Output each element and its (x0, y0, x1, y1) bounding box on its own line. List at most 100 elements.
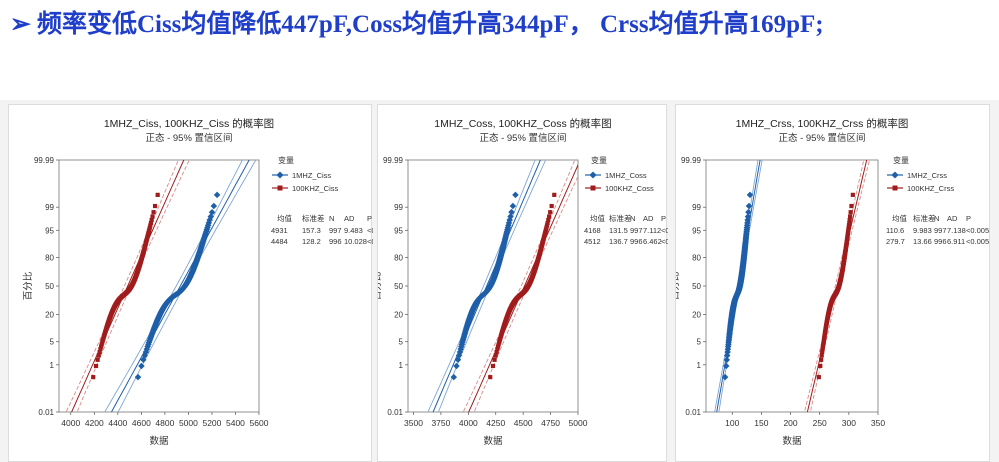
x-tick-label: 4000 (61, 418, 80, 428)
x-tick-label: 5600 (250, 418, 269, 428)
data-point (848, 210, 853, 215)
stats-cell: 996 (630, 237, 643, 246)
data-point (138, 362, 145, 370)
stats-cell: <0.005 (661, 237, 668, 246)
data-point (134, 373, 142, 381)
legend-title: 变量 (591, 155, 607, 165)
legend-label: 1MHZ_Ciss (292, 171, 331, 180)
data-point (495, 346, 500, 352)
stats-header: P (661, 214, 666, 223)
headline-text: 频率变低Ciss均值降低447pF,Coss均值升高344pF， Crss均值升… (36, 11, 824, 38)
data-point (490, 363, 496, 369)
data-point (494, 349, 499, 355)
y-tick-label: 5 (399, 338, 404, 347)
x-tick-label: 4200 (85, 418, 104, 428)
y-axis-label: 百分比 (22, 272, 34, 301)
y-tick-label: 1 (399, 361, 404, 370)
x-axis-label: 数据 (782, 435, 802, 447)
data-point (149, 217, 154, 223)
stats-cell: 997 (329, 226, 342, 235)
stats-cell: 996 (934, 237, 947, 246)
x-tick-label: 4400 (108, 418, 127, 428)
stats-cell: 131.5 (609, 226, 628, 235)
stats-cell: <0.005 (966, 226, 989, 235)
x-tick-label: 4600 (132, 418, 151, 428)
data-point (544, 223, 550, 228)
stats-header: N (329, 214, 334, 223)
y-tick-label: 99.99 (681, 156, 702, 165)
y-tick-label: 99 (45, 203, 54, 212)
stats-cell: 128.2 (302, 237, 321, 246)
stats-header: AD (344, 214, 355, 223)
y-tick-label: 95 (394, 226, 403, 235)
data-point (155, 192, 160, 197)
legend-marker-square (277, 185, 283, 191)
probability-plot-coss: 1MHZ_Coss, 100KHZ_Coss 的概率图 正态 - 95% 置信区间… (377, 104, 668, 462)
y-tick-label: 50 (394, 282, 403, 291)
legend-label: 100KHZ_Ciss (292, 184, 339, 193)
legend-marker-square (590, 185, 596, 191)
stats-header: N (934, 214, 939, 223)
data-point (549, 203, 554, 209)
data-point (208, 208, 216, 216)
data-point (210, 202, 218, 210)
x-tick-label: 3500 (404, 418, 423, 428)
y-tick-label: 95 (692, 226, 701, 235)
x-axis-label: 数据 (149, 435, 169, 447)
data-point (846, 225, 851, 230)
stats-header: 均值 (590, 213, 605, 223)
data-point (819, 353, 824, 358)
slide-header: ➢ 频率变低Ciss均值降低447pF,Coss均值升高344pF， Crss均值… (0, 0, 999, 100)
y-tick-label: 80 (394, 253, 403, 262)
confidence-band (104, 160, 243, 412)
data-point (746, 191, 754, 199)
legend-label: 1MHZ_Coss (605, 171, 647, 180)
fit-line (110, 160, 250, 412)
data-point (818, 363, 823, 369)
y-tick-label: 20 (394, 311, 403, 320)
stats-cell: <0.005 (367, 226, 373, 235)
plot-area (427, 160, 578, 412)
stats-header: N (630, 214, 635, 223)
stats-cell: 997 (934, 226, 947, 235)
stats-cell: 4168 (584, 226, 601, 235)
chart-title: 1MHZ_Coss, 100KHZ_Coss 的概率图 (434, 117, 611, 130)
x-tick-label: 5000 (569, 418, 588, 428)
data-point (492, 357, 497, 362)
fit-line (432, 160, 541, 412)
stats-cell: 7.112 (643, 226, 661, 235)
y-tick-label: 0.01 (38, 408, 54, 417)
y-axis-label: 百分比 (676, 272, 681, 301)
y-tick-label: 99.99 (34, 156, 55, 165)
data-point (847, 220, 852, 226)
y-tick-label: 20 (45, 311, 54, 320)
stats-header: 标准差 (913, 213, 936, 223)
stats-cell: <0.005 (367, 237, 373, 246)
stats-cell: 110.6 (886, 226, 904, 235)
y-tick-label: 99 (394, 203, 403, 212)
data-point (552, 192, 557, 197)
y-tick-label: 80 (692, 253, 701, 262)
legend: 变量 1MHZ_Crss 100KHZ_Crss (887, 155, 954, 193)
x-tick-label: 4000 (459, 418, 478, 428)
data-point (548, 210, 553, 215)
data-point (148, 223, 153, 228)
x-tick-label: 4750 (541, 418, 560, 428)
stats-cell: 157.3 (302, 226, 321, 235)
y-tick-label: 20 (692, 311, 701, 320)
data-point (848, 214, 853, 219)
fit-line (468, 163, 578, 412)
legend-label: 100KHZ_Coss (605, 184, 654, 193)
x-tick-label: 4800 (155, 418, 174, 428)
stats-cell: 10.028 (344, 237, 367, 246)
stats-header: 均值 (892, 213, 907, 223)
legend-title: 变量 (893, 155, 909, 165)
legend-label: 1MHZ_Crss (907, 171, 947, 180)
chart-subtitle: 正态 - 95% 置信区间 (145, 132, 232, 144)
stats-cell: 4484 (271, 237, 288, 246)
y-axis-label: 百分比 (378, 272, 383, 301)
y-tick-label: 1 (697, 361, 702, 370)
stats-cell: 4931 (271, 226, 288, 235)
legend-marker-diamond (589, 171, 597, 179)
